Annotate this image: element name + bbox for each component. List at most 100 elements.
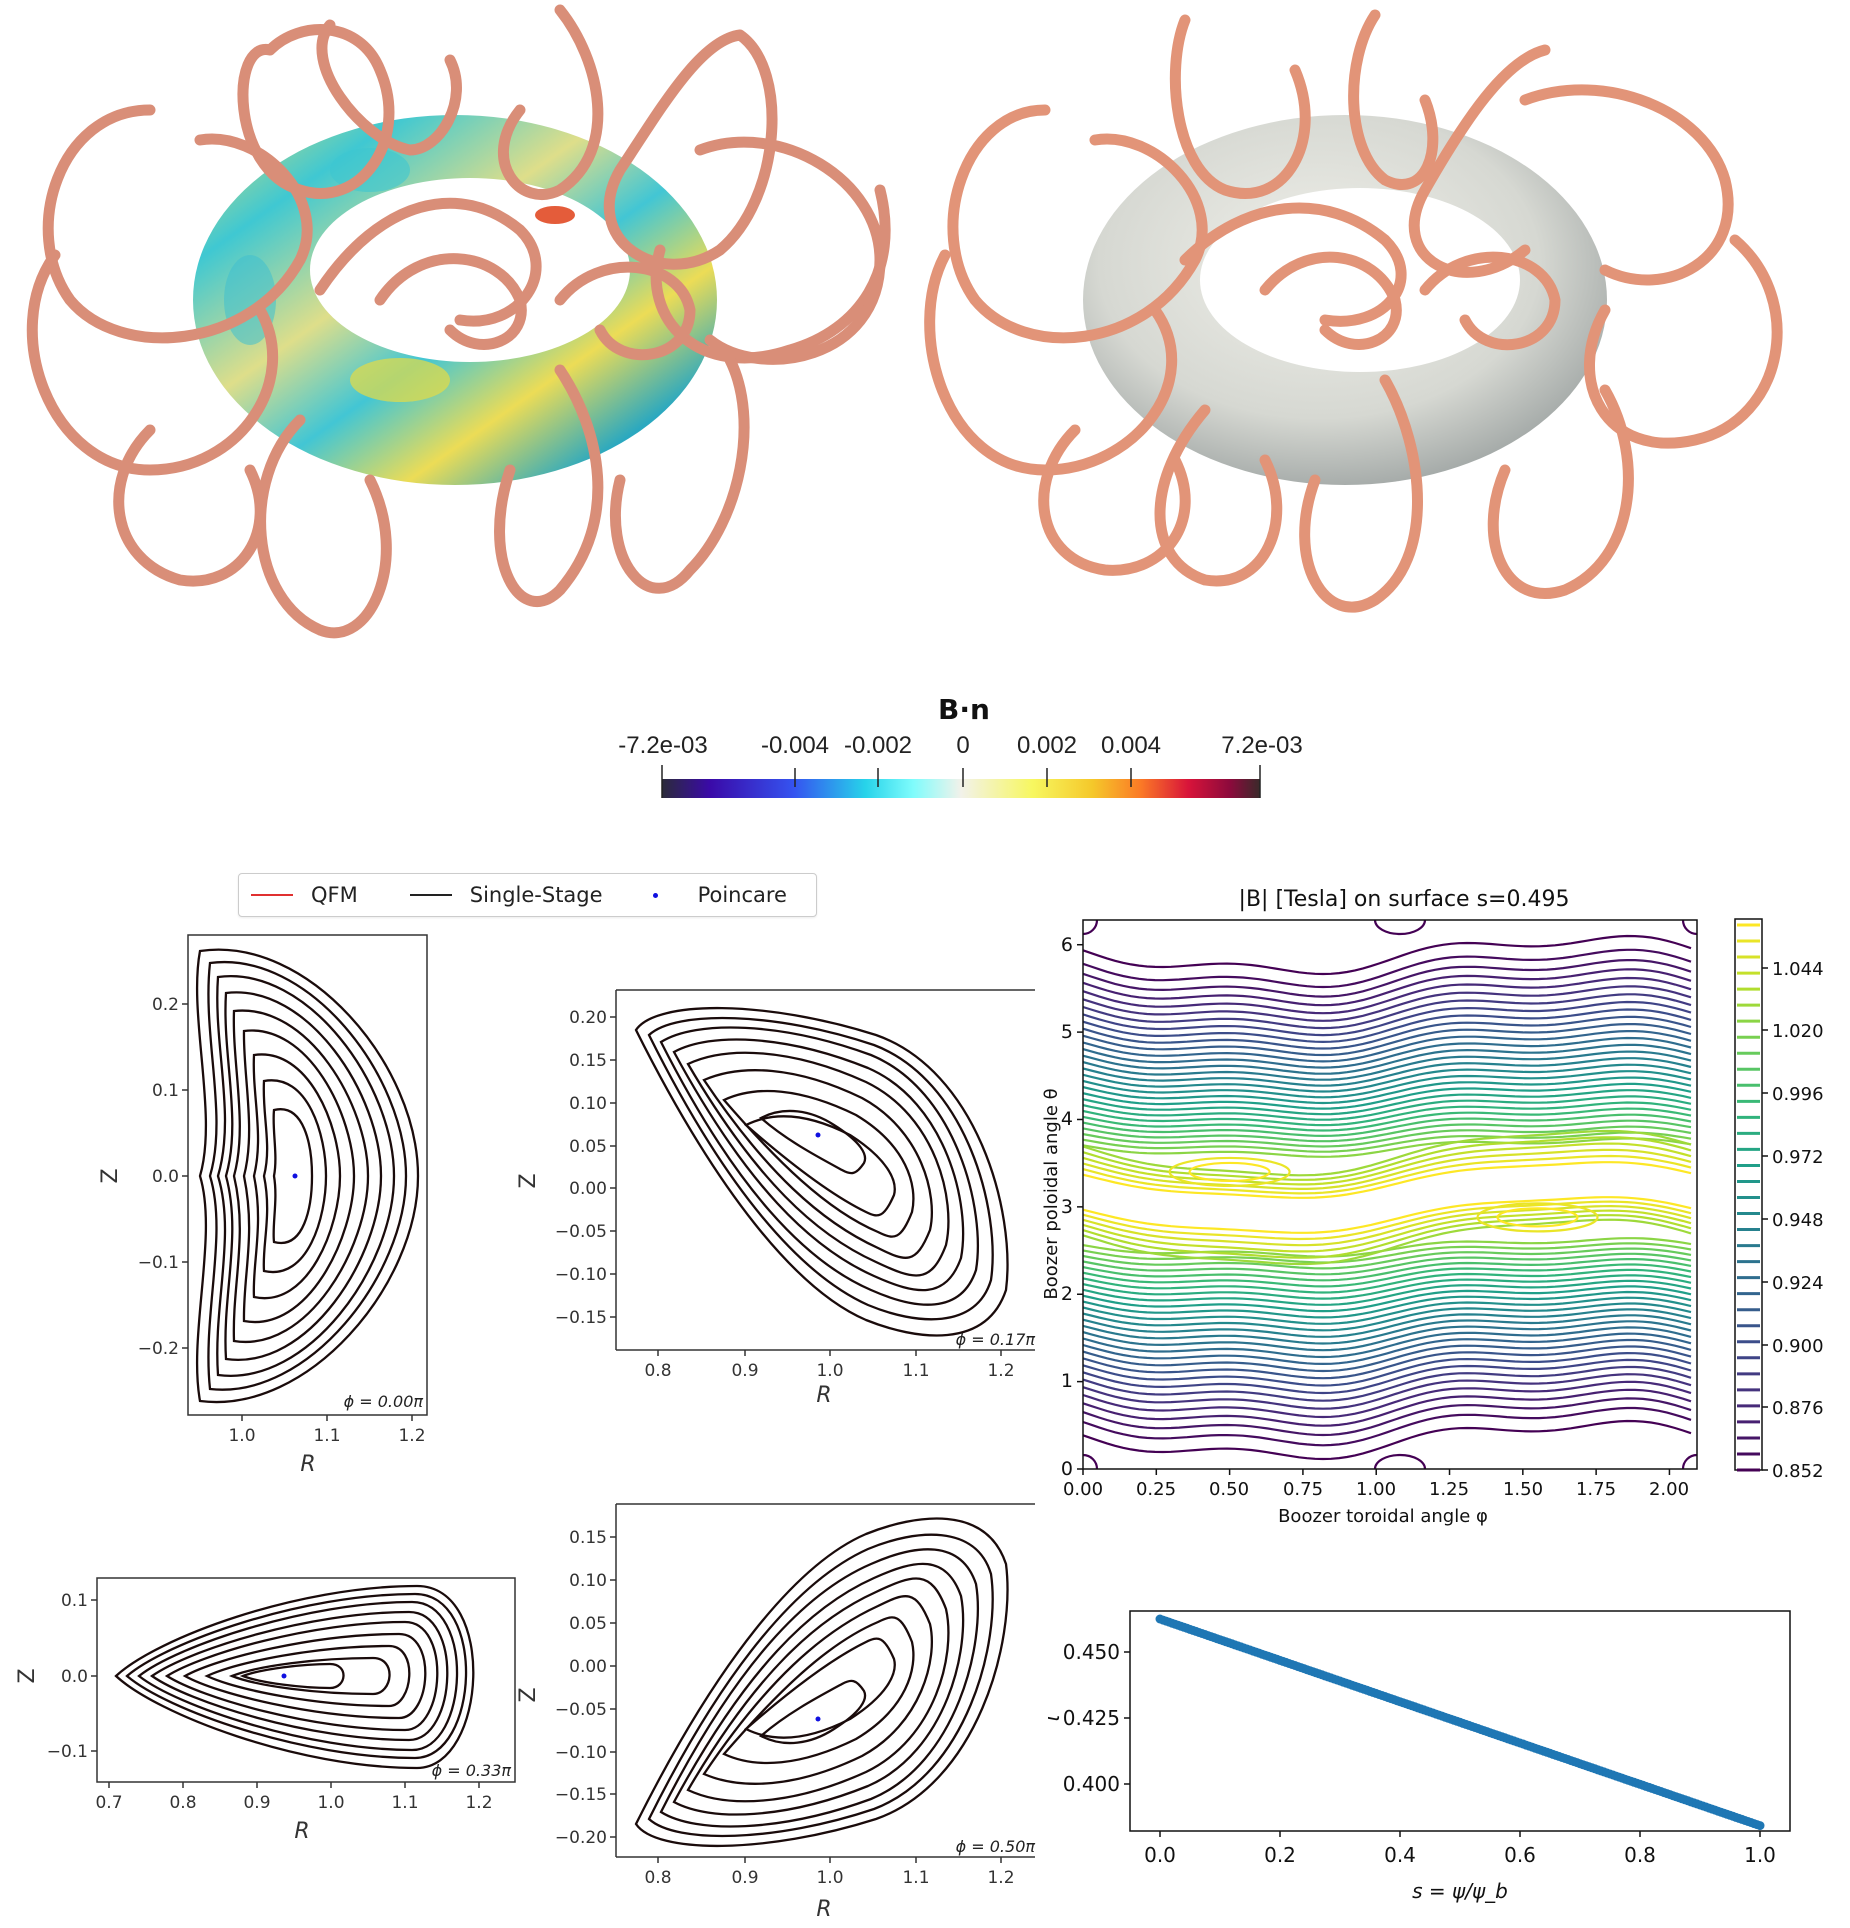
z-tick-label: −0.05: [555, 1700, 607, 1720]
magnetic-axis-point: [815, 1716, 821, 1722]
contour-lines: [1083, 920, 1697, 1469]
legend-label: QFM: [311, 883, 358, 907]
qfm-line-swatch-icon: [251, 894, 293, 896]
r-tick-label: 1.1: [391, 1793, 418, 1813]
s-tick-label: 0.8: [1624, 1843, 1656, 1867]
theta-tick-label: 6: [1061, 934, 1073, 956]
x-axis-label: R: [294, 1819, 309, 1844]
flux-surfaces: [634, 1006, 1009, 1337]
colorbar-tick-label: 0.948: [1772, 1210, 1824, 1231]
phi-tick-label: 2.00: [1649, 1479, 1689, 1500]
z-tick-label: 0.0: [61, 1667, 88, 1687]
z-tick-label: −0.05: [555, 1222, 607, 1242]
legend-item-qfm: QFM: [239, 883, 358, 907]
legend-item-poincare: Poincare: [603, 883, 787, 907]
phi-tick-label: 0.50: [1209, 1479, 1249, 1500]
z-tick-label: −0.2: [138, 1339, 179, 1359]
y-axis-label: Z: [15, 1668, 40, 1683]
z-tick-label: −0.1: [138, 1253, 179, 1273]
magnetic-axis-point: [815, 1132, 821, 1138]
r-tick-label: 0.7: [95, 1793, 122, 1813]
theta-tick-label: 5: [1061, 1021, 1073, 1043]
r-tick-label: 0.8: [644, 1868, 671, 1888]
r-tick-label: 1.2: [987, 1361, 1014, 1381]
phi-tick-label: 1.75: [1576, 1479, 1616, 1500]
y-axis-label: ι: [1040, 1715, 1064, 1722]
phi-annotation: ϕ = 0.17π: [956, 1330, 1036, 1349]
z-tick-label: 0.05: [569, 1614, 607, 1634]
coil-set-left: [26, 4, 891, 639]
z-tick-label: −0.1: [47, 1742, 88, 1762]
s-tick-label: 0.6: [1504, 1843, 1536, 1867]
theta-tick-label: 0: [1061, 1458, 1073, 1480]
bn-tick-label: 0.004: [1100, 732, 1162, 759]
s-tick-label: 0.4: [1384, 1843, 1416, 1867]
z-tick-label: 0.0: [152, 1167, 179, 1187]
colorbar-tick-label: 1.020: [1772, 1021, 1824, 1042]
phi-tick-label: 1.50: [1503, 1479, 1543, 1500]
flux-surfaces: [114, 1584, 475, 1770]
render-single-stage-surface: [905, 0, 1850, 680]
iota-tick-label: 0.400: [1063, 1772, 1120, 1796]
legend-label: Poincare: [697, 883, 787, 907]
poincare-legend: QFM Single-Stage Poincare: [238, 873, 817, 917]
phi-tick-label: 1.25: [1429, 1479, 1469, 1500]
bn-tick-label: -7.2e-03: [618, 732, 708, 759]
phi-annotation: ϕ = 0.00π: [344, 1392, 424, 1411]
y-axis-label: Z: [516, 1173, 541, 1188]
phi-tick-label: 0.75: [1283, 1479, 1323, 1500]
bn-tick-label: 0: [956, 732, 970, 759]
r-tick-label: 1.1: [902, 1868, 929, 1888]
z-tick-label: 0.1: [61, 1591, 88, 1611]
x-axis-label: R: [816, 1897, 831, 1922]
r-tick-label: 1.0: [317, 1793, 344, 1813]
z-tick-label: 0.10: [569, 1094, 607, 1114]
flux-surfaces: [195, 948, 420, 1404]
phi-annotation: ϕ = 0.33π: [432, 1761, 512, 1780]
r-tick-label: 0.8: [169, 1793, 196, 1813]
y-axis-label: Z: [516, 1687, 541, 1702]
coil-set-right: [924, 9, 1783, 613]
single-stage-line-swatch-icon: [409, 894, 452, 896]
s-tick-label: 0.2: [1264, 1843, 1296, 1867]
s-tick-label: 0.0: [1144, 1843, 1176, 1867]
colorbar-tick-label: 1.044: [1772, 959, 1824, 980]
r-tick-label: 1.1: [902, 1361, 929, 1381]
z-tick-label: 0.10: [569, 1571, 607, 1591]
z-tick-label: 0.15: [569, 1528, 607, 1548]
poincare-plot-phi-0.17: 0.20 0.15 0.10 0.05 0.00 −0.05 −0.10 −0.…: [516, 989, 1036, 1408]
bn-colorbar-gradient: [661, 765, 1261, 798]
r-tick-label: 1.2: [398, 1426, 425, 1446]
z-tick-label: 0.15: [569, 1051, 607, 1071]
poincare-dot-swatch-icon: [652, 892, 658, 898]
colorbar-tick-label: 0.852: [1772, 1461, 1824, 1482]
z-tick-label: −0.15: [555, 1308, 607, 1328]
contour-title: |B| [Tesla] on surface s=0.495: [1239, 887, 1570, 912]
legend-item-single-stage: Single-Stage: [398, 883, 603, 907]
phi-tick-label: 0.00: [1063, 1479, 1103, 1500]
flux-surfaces: [634, 1517, 1009, 1848]
poincare-plot-phi-0.33: 0.1 0.0 −0.1 0.7 0.8 0.9 1.0 1.1 1.2 R Z…: [15, 1577, 516, 1844]
iota-tick-label: 0.450: [1063, 1640, 1120, 1664]
r-tick-label: 1.1: [313, 1426, 340, 1446]
bn-tick-label: -0.004: [760, 732, 830, 759]
legend-label: Single-Stage: [469, 883, 603, 907]
modB-contour-plot: |B| [Tesla] on surface s=0.495 0 1 2 3 4…: [1041, 887, 1824, 1527]
theta-tick-label: 3: [1061, 1196, 1073, 1218]
r-tick-label: 1.0: [816, 1868, 843, 1888]
colorbar-tick-label: 0.972: [1772, 1147, 1824, 1168]
bn-tick-label: 7.2e-03: [1221, 732, 1303, 759]
colorbar-tick-label: 0.876: [1772, 1398, 1824, 1419]
y-axis-label: Boozer poloidal angle θ: [1041, 1088, 1062, 1299]
render-qfm-bn-surface: [0, 0, 920, 660]
r-tick-label: 0.9: [731, 1361, 758, 1381]
r-tick-label: 1.0: [228, 1426, 255, 1446]
z-tick-label: 0.20: [569, 1008, 607, 1028]
phi-tick-label: 1.00: [1356, 1479, 1396, 1500]
z-tick-label: −0.10: [555, 1265, 607, 1285]
r-tick-label: 1.0: [816, 1361, 843, 1381]
r-tick-label: 1.2: [465, 1793, 492, 1813]
z-tick-label: 0.00: [569, 1179, 607, 1199]
z-tick-label: 0.2: [152, 995, 179, 1015]
phi-tick-label: 0.25: [1136, 1479, 1176, 1500]
